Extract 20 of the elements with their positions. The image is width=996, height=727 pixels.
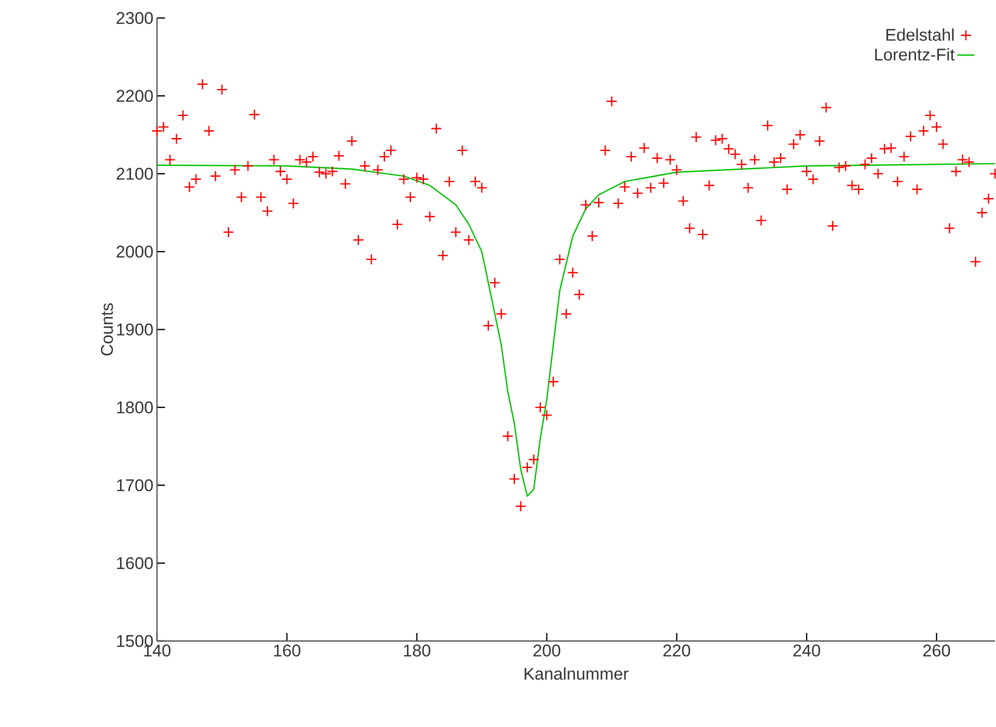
y-tick-label: 1900 [117, 324, 153, 336]
y-tick-label: 2000 [116, 246, 153, 258]
x-tick-label: 240 [793, 644, 820, 657]
x-tick-label: 200 [534, 644, 560, 657]
y-tick-label: 1700 [117, 479, 153, 492]
x-tick-label: 260 [923, 644, 950, 657]
x-tick-label: 140 [144, 644, 170, 657]
x-tick-label: 180 [404, 644, 430, 657]
x-tick-label: 220 [663, 644, 690, 657]
legend-label: Lorentz-Fit [875, 48, 955, 61]
y-tick-label: 2100 [116, 168, 153, 180]
y-tick-label: 2200 [116, 90, 153, 102]
legend-label: Edelstahl [886, 28, 954, 41]
y-tick-label: 1600 [117, 557, 153, 570]
y-tick-label: 1800 [117, 401, 153, 414]
y-axis-title: Counts [100, 303, 113, 356]
y-tick-label: 1500 [117, 635, 153, 647]
x-tick-label: 160 [274, 644, 300, 657]
x-axis-title: Kanalnummer [524, 667, 628, 680]
y-tick-label: 2300 [116, 12, 153, 24]
